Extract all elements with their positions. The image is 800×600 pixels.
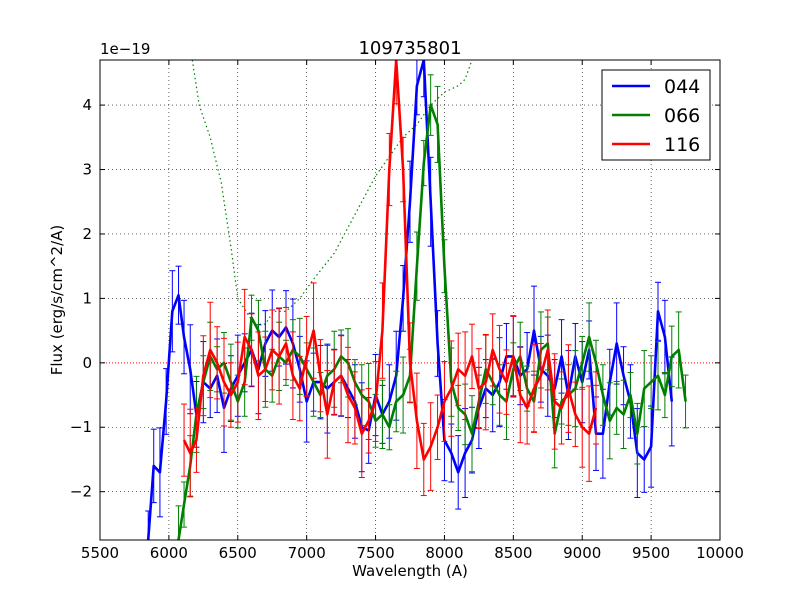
x-tick-label: 8500 (494, 544, 532, 562)
x-axis-label: Wavelength (A) (352, 562, 468, 580)
x-tick-label: 8000 (425, 544, 463, 562)
series-line-066 (177, 103, 687, 540)
series-116 (181, 60, 599, 498)
chart-title: 109735801 (358, 38, 461, 59)
axes-frame (99, 59, 721, 541)
tick-layer: 5500 6000 6500 7000 7500 8000 8500 9000 9500 1000… (70, 60, 744, 562)
y-tick-label: −1 (70, 418, 92, 436)
y-tick-label: 4 (82, 96, 92, 114)
series-line-116 (182, 60, 598, 461)
y-offset-text: 1e−19 (100, 40, 150, 58)
y-tick-label: −2 (70, 483, 92, 501)
legend: 044 066 116 (601, 69, 711, 161)
x-tick-label: 7500 (356, 544, 394, 562)
x-tick-label: 6500 (219, 544, 257, 562)
x-tick-label: 9500 (632, 544, 670, 562)
legend-label-066: 066 (664, 105, 700, 127)
x-tick-label: 5500 (81, 544, 119, 562)
x-tick-label: 7000 (288, 544, 326, 562)
y-tick-label: 2 (82, 225, 92, 243)
x-tick-label: 10000 (696, 544, 744, 562)
legend-label-116: 116 (664, 134, 700, 156)
series-line-044 (146, 60, 674, 540)
y-axis-label: Flux (erg/s/cm^2/A) (48, 225, 66, 376)
legend-label-044: 044 (664, 76, 700, 98)
y-tick-label: 0 (82, 354, 92, 372)
y-tick-label: 3 (82, 161, 92, 179)
x-tick-label: 9000 (563, 544, 601, 562)
series-layer (100, 60, 720, 540)
y-tick-label: 1 (82, 289, 92, 307)
x-tick-label: 6000 (150, 544, 188, 562)
